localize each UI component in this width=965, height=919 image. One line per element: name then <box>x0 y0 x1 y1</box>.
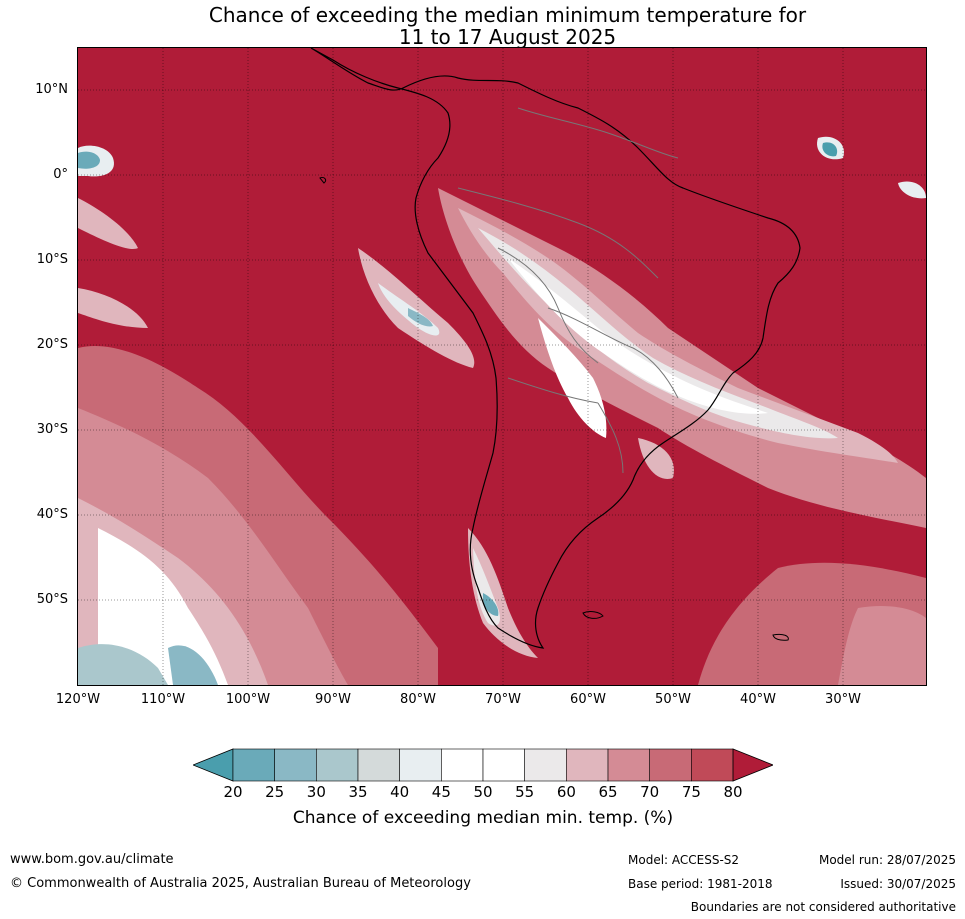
colorbar-segment <box>357 748 400 782</box>
colorbar-tick-label: 55 <box>515 783 535 801</box>
south-america-coastline <box>310 48 801 649</box>
lon-label-80w: 80°W <box>400 692 436 707</box>
colorbar-tick-label: 20 <box>223 783 243 801</box>
colorbar-segment <box>566 748 609 782</box>
south-georgia <box>772 633 789 641</box>
base-period: Base period: 1981-2018 <box>628 877 773 891</box>
lon-label-110w: 110°W <box>140 692 186 707</box>
colorbar-segment <box>316 748 359 782</box>
colorbar-tick-label: 75 <box>681 783 701 801</box>
title-line-1: Chance of exceeding the median minimum t… <box>208 3 807 27</box>
lon-label-120w: 120°W <box>55 692 101 707</box>
colorbar-arrow-low <box>193 748 234 782</box>
lon-label-70w: 70°W <box>485 692 521 707</box>
colorbar-segment <box>691 748 734 782</box>
lon-label-40w: 40°W <box>740 692 776 707</box>
country-borders <box>457 107 679 474</box>
colorbar-tick-label: 60 <box>556 783 576 801</box>
lat-label-10n: 10°N <box>35 82 68 97</box>
colorbar-tick-label: 80 <box>723 783 743 801</box>
lat-label-0: 0° <box>53 167 68 182</box>
colorbar-segment <box>399 748 442 782</box>
lon-label-30w: 30°W <box>825 692 861 707</box>
falkland-islands <box>582 611 604 619</box>
colorbar-tick-label: 70 <box>640 783 660 801</box>
website-url[interactable]: www.bom.gov.au/climate <box>10 852 174 867</box>
lat-label-40s: 40°S <box>36 507 68 522</box>
colorbar-segment <box>649 748 692 782</box>
colorbar-tick-label: 45 <box>431 783 451 801</box>
colorbar-tick-label: 30 <box>306 783 326 801</box>
lon-label-90w: 90°W <box>315 692 351 707</box>
title-line-2: 11 to 17 August 2025 <box>398 25 617 49</box>
colorbar-segment <box>274 748 317 782</box>
lat-label-20s: 20°S <box>36 337 68 352</box>
colorbar-segment <box>607 748 650 782</box>
model-run-date: Model run: 28/07/2025 <box>818 853 956 867</box>
boundaries-disclaimer: Boundaries are not considered authoritat… <box>690 900 956 914</box>
colorbar-tick-label: 35 <box>348 783 368 801</box>
colorbar-tick-label: 25 <box>265 783 285 801</box>
map-title: Chance of exceeding the median minimum t… <box>0 4 965 48</box>
lon-label-60w: 60°W <box>570 692 606 707</box>
map-svg <box>78 48 926 685</box>
colorbar-arrow-high <box>732 748 773 782</box>
colorbar-segment <box>524 748 567 782</box>
colorbar-segment <box>441 748 484 782</box>
graticule <box>78 48 926 685</box>
colorbar-segment <box>482 748 525 782</box>
colorbar <box>193 748 773 782</box>
copyright-notice: © Commonwealth of Australia 2025, Austra… <box>10 876 471 891</box>
lon-label-50w: 50°W <box>655 692 691 707</box>
issued-date: Issued: 30/07/2025 <box>840 877 956 891</box>
lat-label-50s: 50°S <box>36 592 68 607</box>
colorbar-tick-label: 65 <box>598 783 618 801</box>
colorbar-segment <box>232 748 275 782</box>
forecast-map <box>77 47 927 686</box>
lat-label-10s: 10°S <box>36 252 68 267</box>
colorbar-tick-label: 40 <box>390 783 410 801</box>
colorbar-title: Chance of exceeding median min. temp. (%… <box>292 808 674 828</box>
galapagos-islands <box>319 177 327 184</box>
probability-contours <box>78 136 926 685</box>
lat-label-30s: 30°S <box>36 422 68 437</box>
colorbar-tick-label: 50 <box>473 783 493 801</box>
model-name: Model: ACCESS-S2 <box>628 853 740 867</box>
lon-label-100w: 100°W <box>225 692 271 707</box>
